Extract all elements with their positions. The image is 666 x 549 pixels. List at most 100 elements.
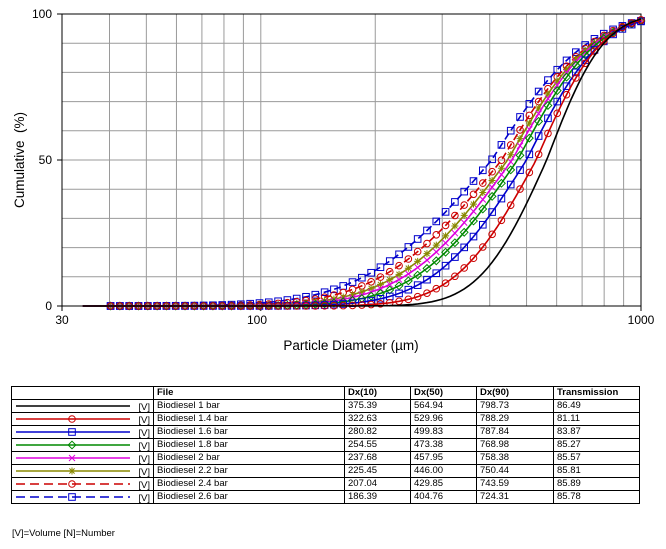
data-point-marker bbox=[385, 267, 394, 276]
data-point-marker bbox=[618, 23, 627, 32]
table-row: [V] Biodiesel 1.4 bar 322.63 529.96 788.29 81… bbox=[11, 412, 640, 426]
data-point-marker bbox=[479, 189, 487, 197]
legend-swatch: [V] bbox=[16, 493, 150, 503]
data-point-marker bbox=[441, 279, 450, 287]
legend-header bbox=[11, 386, 154, 400]
data-point-marker bbox=[358, 288, 366, 296]
series-curve bbox=[82, 20, 642, 307]
data-point-marker bbox=[497, 194, 506, 203]
data-point-marker bbox=[525, 168, 534, 177]
data-point-marker bbox=[535, 110, 542, 117]
data-point-marker bbox=[68, 415, 76, 423]
data-point-marker bbox=[516, 166, 524, 174]
legend-swatch: [V] bbox=[16, 402, 150, 412]
y-axis-label: Cumulative (%) bbox=[12, 112, 27, 208]
legend-tag: [V] bbox=[138, 415, 150, 425]
data-point-marker bbox=[423, 239, 431, 248]
data-point-marker bbox=[544, 114, 552, 123]
legend-cell: [V] bbox=[11, 490, 154, 504]
data-point-marker bbox=[479, 166, 487, 175]
value-cell: 787.84 bbox=[476, 425, 554, 439]
value-cell: 85.78 bbox=[553, 490, 640, 504]
data-point-marker bbox=[516, 135, 524, 143]
data-point-marker bbox=[524, 133, 534, 143]
value-cell: 85.89 bbox=[553, 477, 640, 491]
value-cell: 225.45 bbox=[344, 464, 411, 478]
file-name-cell: Biodiesel 2.4 bar bbox=[153, 477, 345, 491]
data-point-marker bbox=[469, 177, 478, 185]
data-point-marker bbox=[525, 150, 534, 159]
value-cell: 322.63 bbox=[344, 412, 411, 426]
data-point-marker bbox=[68, 467, 76, 475]
data-point-marker bbox=[386, 281, 394, 288]
series-line bbox=[82, 17, 645, 310]
data-point-marker bbox=[609, 29, 617, 38]
value-cell: 85.27 bbox=[553, 438, 640, 452]
data-point-marker bbox=[339, 293, 347, 301]
legend-cell: [V] bbox=[11, 412, 154, 426]
value-cell: 375.39 bbox=[344, 399, 411, 413]
cumulative-distribution-chart: 30 100 1000 0 50 100 Particle Diameter (… bbox=[12, 7, 655, 353]
data-point-marker bbox=[488, 167, 496, 176]
data-point-marker bbox=[562, 72, 572, 82]
data-point-marker bbox=[487, 191, 497, 201]
data-point-marker bbox=[516, 126, 524, 134]
series-line bbox=[82, 17, 645, 310]
value-cell: 86.49 bbox=[553, 399, 640, 413]
legend-cell: [V] bbox=[11, 464, 154, 478]
data-point-marker bbox=[488, 183, 496, 191]
data-point-marker bbox=[432, 241, 440, 249]
data-point-marker bbox=[413, 281, 422, 289]
series-curve bbox=[82, 20, 642, 307]
legend-tag: [V] bbox=[138, 441, 150, 451]
value-cell: 529.96 bbox=[410, 412, 477, 426]
data-point-marker bbox=[441, 261, 450, 270]
axis-ticks bbox=[57, 13, 642, 311]
value-cell: 186.39 bbox=[344, 490, 411, 504]
data-point-marker bbox=[386, 276, 394, 284]
data-point-marker bbox=[553, 97, 562, 106]
data-point-marker bbox=[544, 76, 552, 84]
value-cell: 743.59 bbox=[476, 477, 554, 491]
data-point-marker bbox=[414, 257, 422, 265]
legend-cell: [V] bbox=[11, 399, 154, 413]
file-name-cell: Biodiesel 1.6 bar bbox=[153, 425, 345, 439]
data-point-marker bbox=[488, 155, 496, 164]
data-point-marker bbox=[404, 243, 413, 251]
data-point-marker bbox=[572, 55, 580, 63]
data-point-marker bbox=[442, 239, 449, 247]
table-footnote: [V]=Volume [N]=Number bbox=[12, 528, 115, 539]
value-cell: 788.29 bbox=[476, 412, 554, 426]
data-point-marker bbox=[572, 74, 580, 82]
data-point-marker bbox=[460, 264, 468, 272]
data-point-marker bbox=[442, 232, 450, 240]
data-point-marker bbox=[479, 179, 487, 187]
value-cell: 446.00 bbox=[410, 464, 477, 478]
table-row: [V] Biodiesel 2.4 bar 207.04 429.85 743.59 85… bbox=[11, 477, 640, 491]
data-point-marker bbox=[516, 142, 524, 150]
legend-tag: [V] bbox=[138, 454, 150, 464]
column-header: Transmission bbox=[553, 386, 640, 400]
data-point-marker bbox=[581, 48, 589, 56]
value-cell: 473.38 bbox=[410, 438, 477, 452]
data-point-marker bbox=[395, 276, 403, 283]
data-point-marker bbox=[413, 270, 423, 280]
data-point-marker bbox=[459, 227, 469, 237]
data-point-marker bbox=[413, 247, 422, 256]
data-point-marker bbox=[432, 269, 441, 278]
table-row: [V] Biodiesel 1.6 bar 280.82 499.83 787.84 83… bbox=[11, 425, 640, 439]
series-group bbox=[82, 16, 646, 311]
series-curve bbox=[82, 19, 642, 307]
data-point-marker bbox=[67, 440, 77, 450]
file-name-cell: Biodiesel 2.2 bar bbox=[153, 464, 345, 478]
legend-swatch: [V] bbox=[16, 480, 150, 490]
data-point-marker bbox=[450, 238, 460, 248]
data-point-marker bbox=[506, 126, 515, 135]
data-point-marker bbox=[497, 141, 506, 149]
data-point-marker bbox=[525, 119, 533, 127]
data-point-marker bbox=[553, 109, 562, 118]
data-point-marker bbox=[320, 299, 330, 309]
data-point-marker bbox=[479, 220, 487, 229]
series-line bbox=[82, 16, 645, 310]
data-point-marker bbox=[348, 295, 358, 305]
